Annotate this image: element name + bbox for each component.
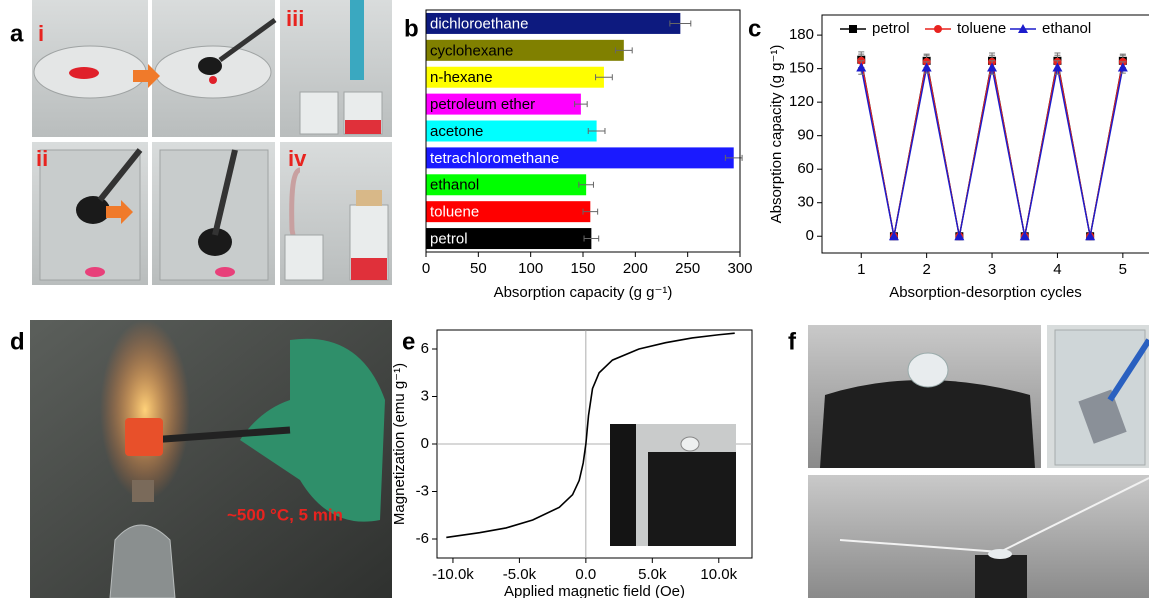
x-axis-label: Absorption capacity (g g⁻¹) <box>494 284 673 301</box>
x-tick-label: 5 <box>1119 261 1127 278</box>
y-tick-label: 120 <box>789 93 814 110</box>
x-tick-label: 10.0k <box>700 566 737 583</box>
x-tick-label: 0 <box>422 260 430 277</box>
y-tick-label: -6 <box>416 530 429 547</box>
y-tick-label: 3 <box>421 387 429 404</box>
panel-label: d <box>10 328 25 355</box>
panel-label: b <box>404 15 419 42</box>
marker <box>856 63 866 72</box>
category-label: tetrachloromethane <box>430 150 559 167</box>
y-axis-label: Magnetization (emu g⁻¹) <box>391 363 408 525</box>
subpanel-label: i <box>38 21 44 46</box>
x-tick-label: 1 <box>857 261 865 278</box>
y-tick-label: 150 <box>789 60 814 77</box>
x-tick-label: 3 <box>988 261 996 278</box>
category-label: n-hexane <box>430 69 493 86</box>
category-label: petrol <box>430 231 468 248</box>
legend-label: petrol <box>872 20 910 37</box>
y-tick-label: 60 <box>797 160 814 177</box>
marker <box>934 25 942 33</box>
photo-panel-f <box>808 325 1149 598</box>
x-tick-label: 0.0 <box>575 566 596 583</box>
y-tick-label: 90 <box>797 127 814 144</box>
x-tick-label: 5.0k <box>638 566 667 583</box>
x-tick-label: 200 <box>623 260 648 277</box>
x-tick-label: -10.0k <box>432 566 474 583</box>
subpanel-label: ii <box>36 146 48 171</box>
figure: a b c d e f i ii iii iv ~500 °C, 5 min d… <box>0 0 1149 598</box>
photo-panel-d <box>30 320 392 598</box>
category-label: petroleum ether <box>430 96 535 113</box>
x-tick-label: 300 <box>727 260 752 277</box>
category-label: cyclohexane <box>430 42 513 59</box>
panel-label: e <box>402 328 415 355</box>
x-axis-label: Absorption-desorption cycles <box>889 284 1082 301</box>
annotation: ~500 °C, 5 min <box>227 505 343 524</box>
x-tick-label: -5.0k <box>503 566 537 583</box>
y-tick-label: 180 <box>789 26 814 43</box>
subpanel-label: iv <box>288 146 307 171</box>
category-label: acetone <box>430 123 483 140</box>
y-axis-label: Absorption capacity (g g⁻¹) <box>768 45 785 224</box>
series-line <box>861 61 1123 236</box>
y-tick-label: 6 <box>421 340 429 357</box>
panel-label: c <box>748 15 761 42</box>
x-tick-label: 100 <box>518 260 543 277</box>
axes-frame <box>822 15 1149 253</box>
x-axis-label: Applied magnetic field (Oe) <box>504 583 685 598</box>
x-tick-label: 4 <box>1053 261 1061 278</box>
inset-photo <box>610 424 736 546</box>
series-line <box>861 60 1123 237</box>
category-label: toluene <box>430 204 479 221</box>
subpanel-label: iii <box>286 6 304 31</box>
legend-label: ethanol <box>1042 20 1091 37</box>
x-tick-label: 250 <box>675 260 700 277</box>
marker <box>849 25 857 33</box>
photo-panel-a <box>32 0 392 285</box>
panel-label: a <box>10 20 24 47</box>
y-tick-label: 30 <box>797 194 814 211</box>
y-tick-label: 0 <box>806 227 814 244</box>
panel-label: f <box>788 328 797 355</box>
category-label: dichloroethane <box>430 15 528 32</box>
x-tick-label: 150 <box>570 260 595 277</box>
x-tick-label: 2 <box>922 261 930 278</box>
legend-label: toluene <box>957 20 1006 37</box>
y-tick-label: -3 <box>416 482 429 499</box>
x-tick-label: 50 <box>470 260 487 277</box>
category-label: ethanol <box>430 177 479 194</box>
series-line <box>861 68 1123 237</box>
y-tick-label: 0 <box>421 435 429 452</box>
